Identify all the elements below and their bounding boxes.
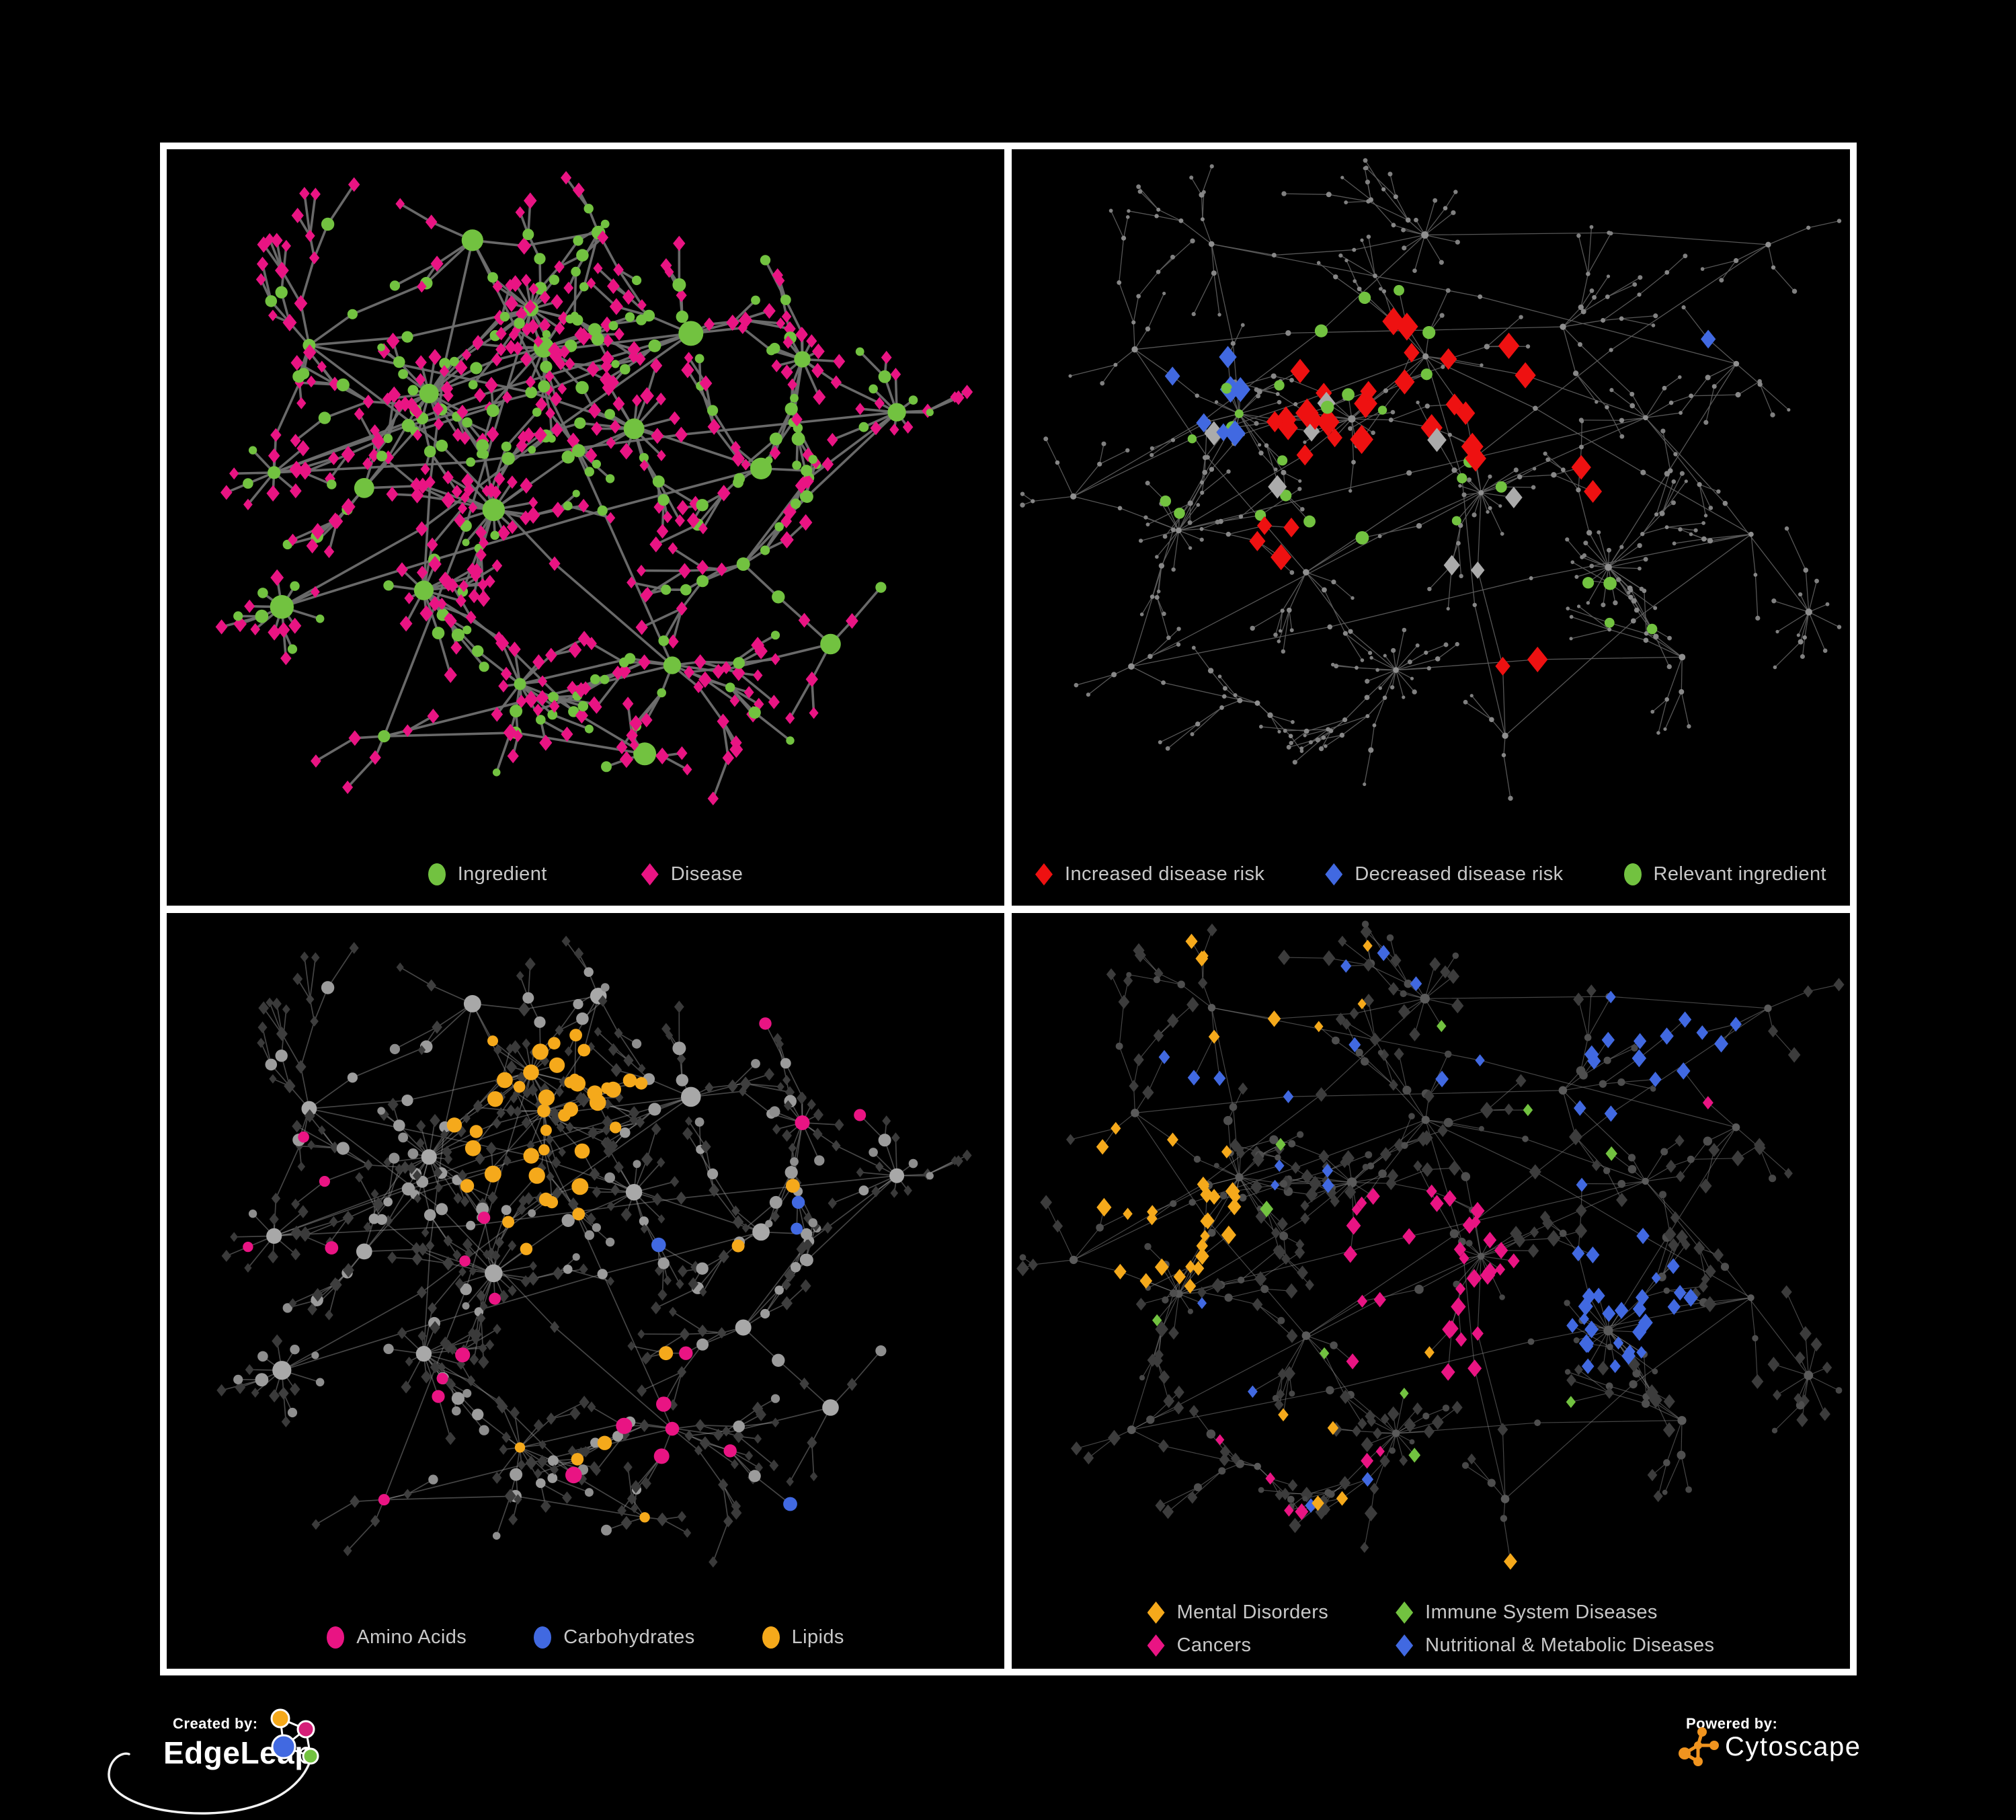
edgeleap-brand: EdgeLeap [163,1735,314,1770]
legend-label: Immune System Diseases [1425,1601,1658,1623]
relevant-ingredient-circle-icon [1623,863,1642,885]
legend-label: Increased disease risk [1064,863,1265,885]
legend-label: Amino Acids [356,1626,467,1648]
legend-item-mental-disorders: Mental Disorders [1147,1601,1329,1624]
legend-item-decreased-risk: Decreased disease risk [1325,863,1563,885]
decreased-risk-diamond-icon [1325,863,1343,885]
disease-risk-graph [1020,158,1842,801]
cytoscape-logo-icon [1679,1727,1719,1766]
legend-label: Cancers [1176,1634,1252,1656]
legend-label: Decreased disease risk [1355,863,1564,885]
legend-item-lipids: Lipids [762,1626,844,1649]
legend-label: Ingredient [457,863,547,885]
panel-disease-risk: Increased disease risk Decreased disease… [1012,149,1850,906]
legend-item-ingredient: Ingredient [428,863,547,885]
ingredient-disease-graph [215,171,973,805]
edgeleap-node-orange [270,1708,290,1729]
ingredient-circle-icon [428,863,446,885]
nutritional-metabolic-diamond-icon [1396,1634,1414,1657]
legend-item-increased-risk: Increased disease risk [1035,863,1264,885]
legend-label: Relevant ingredient [1653,863,1827,885]
legend-item-carbohydrates: Carbohydrates [534,1626,694,1649]
panel-ingredient-disease: Ingredient Disease [167,149,1004,906]
disease-diamond-icon [641,863,659,885]
amino-acids-circle-icon [327,1626,345,1649]
legend-label: Nutritional & Metabolic Diseases [1425,1634,1715,1656]
increased-risk-diamond-icon [1035,863,1053,885]
ingredient-class-graph [216,935,972,1568]
legend-item-immune-system-diseases: Immune System Diseases [1396,1601,1714,1624]
legend-item-nutritional-metabolic: Nutritional & Metabolic Diseases [1396,1634,1714,1657]
immune-diseases-diamond-icon [1396,1601,1414,1624]
panel-ingredient-classes: Amino Acids Carbohydrates Lipids [167,913,1004,1669]
legend-label: Lipids [791,1626,844,1648]
cancers-diamond-icon [1147,1634,1165,1657]
carbohydrates-circle-icon [534,1626,552,1649]
panel-disease-categories: Mental Disorders Immune System Diseases … [1012,913,1850,1669]
legend-ingredient-classes: Amino Acids Carbohydrates Lipids [167,1626,1004,1649]
cytoscape-brand: Cytoscape [1725,1732,1861,1762]
legend-item-amino-acids: Amino Acids [327,1626,467,1649]
created-by-label: Created by: [173,1715,258,1732]
legend-ingredient-disease: Ingredient Disease [167,863,1004,885]
legend-item-disease: Disease [641,863,743,885]
legend-item-relevant-ingredient: Relevant ingredient [1623,863,1827,885]
mental-disorders-diamond-icon [1147,1601,1165,1624]
legend-disease-categories: Mental Disorders Immune System Diseases … [1012,1601,1850,1657]
legend-label: Disease [670,863,743,885]
legend-label: Mental Disorders [1176,1601,1329,1623]
lipids-circle-icon [762,1626,780,1649]
legend-label: Carbohydrates [563,1626,695,1648]
legend-item-cancers: Cancers [1147,1634,1329,1657]
legend-disease-risk: Increased disease risk Decreased disease… [1012,863,1850,885]
disease-category-graph [1016,920,1845,1570]
grid-divider-horizontal [160,906,1857,913]
